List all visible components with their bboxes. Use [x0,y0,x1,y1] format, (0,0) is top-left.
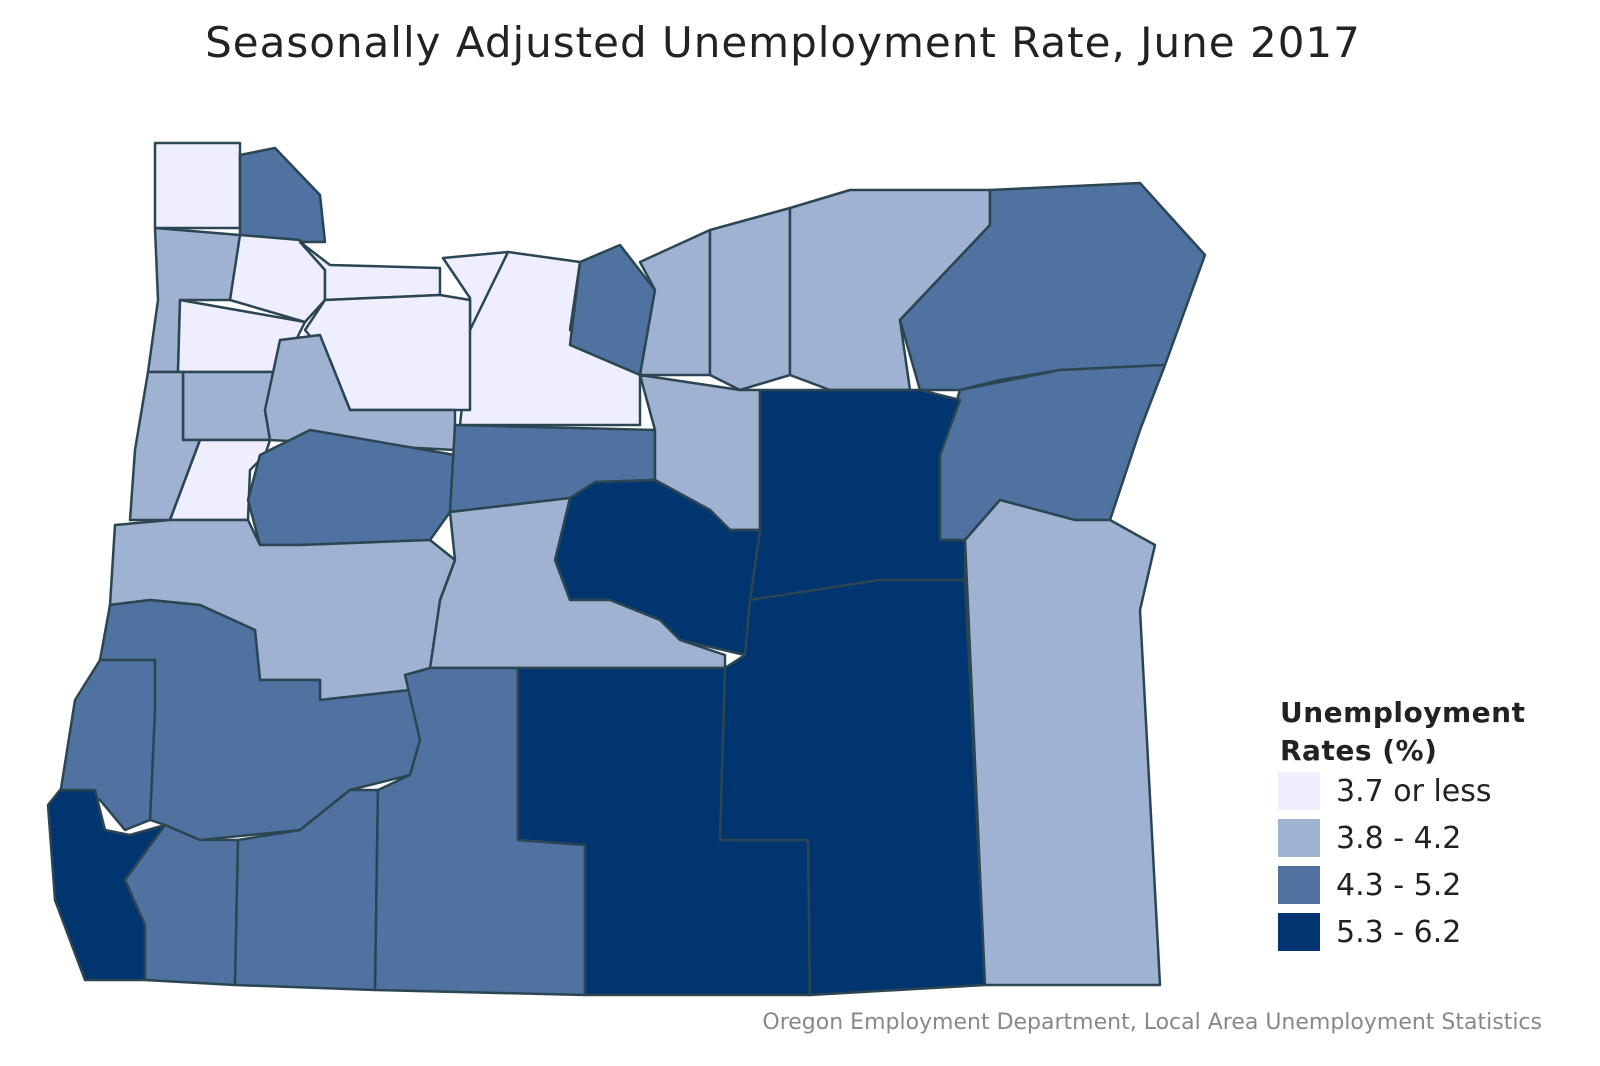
legend-title: Unemployment Rates (%) [1280,696,1526,767]
legend-item: 3.8 - 4.2 [1278,817,1461,859]
county [238,146,327,244]
legend-label: 4.3 - 5.2 [1336,867,1462,903]
county [58,658,157,832]
legend-swatch [1278,913,1320,951]
legend-label: 3.8 - 4.2 [1336,820,1462,856]
county [963,498,1162,987]
county [638,228,712,377]
county [898,181,1207,392]
legend-item: 3.7 or less [1278,770,1492,812]
county [153,141,242,230]
legend-label: 3.7 or less [1336,773,1492,809]
county [228,233,327,324]
legend-swatch [1278,866,1320,904]
legend-item: 4.3 - 5.2 [1278,864,1461,906]
legend-swatch [1278,819,1320,857]
source-note: Oregon Employment Department, Local Area… [762,1010,1542,1035]
map-title: Seasonally Adjusted Unemployment Rate, J… [205,18,1361,67]
legend-swatch [1278,772,1320,810]
legend-label: 5.3 - 6.2 [1336,914,1462,950]
legend-item: 5.3 - 6.2 [1278,911,1461,953]
county [748,388,967,602]
county [708,206,792,392]
county [123,823,240,987]
